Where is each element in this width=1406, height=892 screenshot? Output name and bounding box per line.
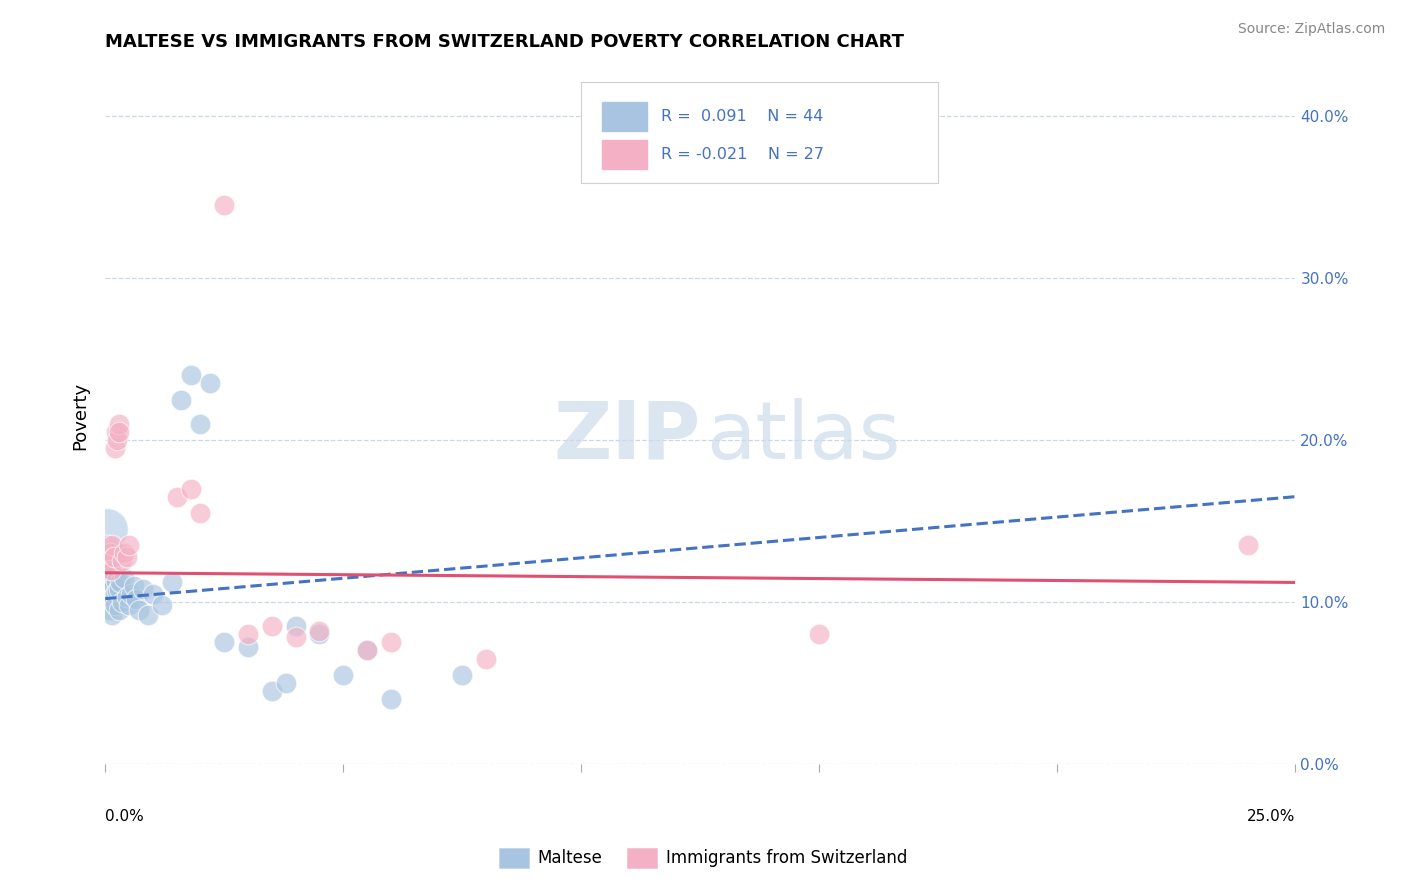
Point	[97, 575, 120, 590]
Point	[236, 627, 259, 641]
Point	[115, 549, 138, 564]
Point	[101, 595, 124, 609]
Point	[198, 376, 221, 391]
Point	[98, 571, 121, 585]
Point	[356, 643, 378, 657]
Point	[115, 590, 138, 604]
Point	[103, 549, 125, 564]
Point	[101, 607, 124, 622]
Point	[180, 368, 202, 383]
Point	[111, 554, 134, 568]
Point	[122, 579, 145, 593]
Point	[120, 587, 142, 601]
Point	[451, 667, 474, 681]
Text: MALTESE VS IMMIGRANTS FROM SWITZERLAND POVERTY CORRELATION CHART: MALTESE VS IMMIGRANTS FROM SWITZERLAND P…	[105, 33, 904, 51]
Point	[160, 575, 183, 590]
Text: R = -0.021    N = 27: R = -0.021 N = 27	[661, 147, 824, 162]
Point	[118, 538, 141, 552]
Point	[104, 587, 127, 601]
Point	[808, 627, 831, 641]
Point	[98, 554, 121, 568]
Point	[150, 598, 173, 612]
Text: R =  0.091    N = 44: R = 0.091 N = 44	[661, 109, 824, 124]
FancyBboxPatch shape	[602, 102, 647, 131]
Point	[284, 619, 307, 633]
Point	[475, 651, 498, 665]
FancyBboxPatch shape	[581, 81, 938, 183]
Point	[180, 482, 202, 496]
Text: atlas: atlas	[706, 398, 901, 475]
Point	[170, 392, 193, 407]
Point	[136, 607, 159, 622]
Point	[276, 675, 298, 690]
Point	[98, 546, 121, 560]
Point	[132, 582, 155, 596]
Point	[103, 579, 125, 593]
Point	[111, 595, 134, 609]
Point	[125, 591, 148, 606]
Point	[104, 441, 127, 455]
Text: Source: ZipAtlas.com: Source: ZipAtlas.com	[1237, 22, 1385, 37]
Point	[308, 627, 330, 641]
Point	[112, 546, 135, 560]
Point	[236, 640, 259, 655]
Point	[96, 522, 118, 536]
Point	[212, 198, 235, 212]
Point	[380, 635, 402, 649]
Legend: Maltese, Immigrants from Switzerland: Maltese, Immigrants from Switzerland	[492, 841, 914, 875]
Point	[284, 631, 307, 645]
Point	[100, 566, 122, 580]
Y-axis label: Poverty: Poverty	[72, 382, 89, 450]
Point	[128, 603, 150, 617]
Point	[110, 575, 132, 590]
Point	[104, 598, 127, 612]
Point	[308, 624, 330, 638]
Point	[380, 692, 402, 706]
Text: 25.0%: 25.0%	[1247, 809, 1295, 824]
Point	[142, 587, 165, 601]
Point	[108, 582, 131, 596]
Point	[100, 562, 122, 576]
Point	[332, 667, 354, 681]
Point	[1237, 538, 1260, 552]
Point	[166, 490, 188, 504]
Point	[97, 587, 120, 601]
Point	[104, 574, 127, 588]
Point	[108, 425, 131, 439]
Point	[118, 598, 141, 612]
Point	[98, 582, 121, 596]
Point	[105, 433, 128, 447]
Point	[105, 583, 128, 598]
Point	[190, 506, 212, 520]
Point	[356, 643, 378, 657]
Point	[107, 417, 129, 431]
Point	[101, 538, 124, 552]
Text: 0.0%: 0.0%	[105, 809, 143, 824]
Point	[190, 417, 212, 431]
Point	[107, 603, 129, 617]
Point	[100, 591, 122, 606]
Point	[212, 635, 235, 649]
Point	[112, 571, 135, 585]
FancyBboxPatch shape	[602, 140, 647, 169]
Text: ZIP: ZIP	[553, 398, 700, 475]
Point	[260, 619, 283, 633]
Point	[98, 603, 121, 617]
Point	[104, 425, 127, 439]
Point	[96, 546, 118, 560]
Point	[260, 684, 283, 698]
